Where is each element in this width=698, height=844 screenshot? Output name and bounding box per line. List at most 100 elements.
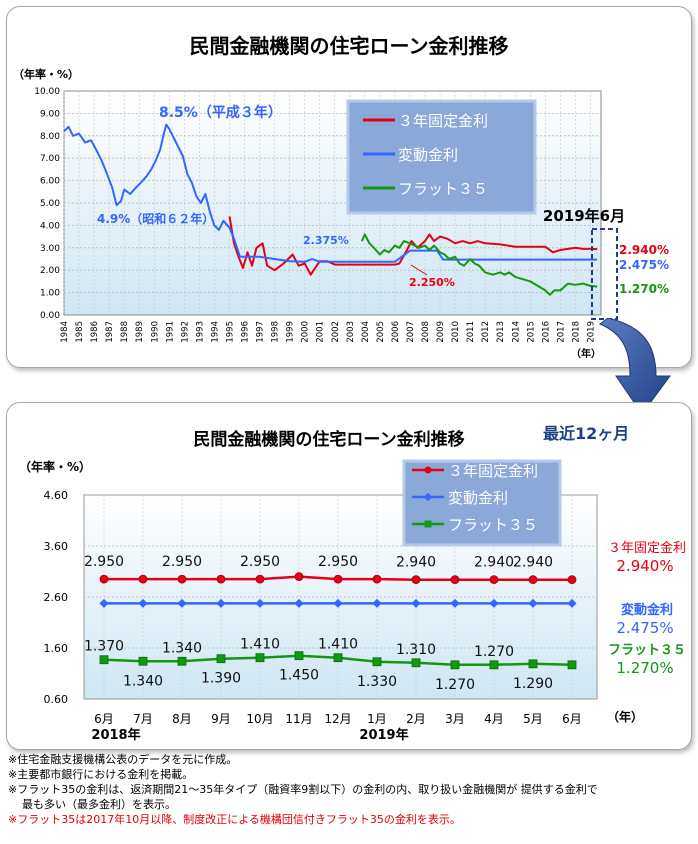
x-tick-label: 2014 <box>511 321 521 343</box>
legend-entry: 変動金利 <box>448 489 508 507</box>
data-label: 1.340 <box>162 640 202 656</box>
data-point-fixed3 <box>490 576 498 584</box>
data-label: 2.950 <box>162 554 202 570</box>
legend-marker <box>425 467 432 474</box>
x-tick-label: 2011 <box>466 321 476 343</box>
recent-chart-panel: 民間金融機関の住宅ローン金利推移 最近12ヶ月 （年率・%） 0.60 1.60 2.60… <box>6 402 692 750</box>
notes: ※住宅金融支援機構公表のデータを元に作成。 ※主要都市銀行における金利を掲載。 … <box>8 752 692 827</box>
data-point-fixed3 <box>256 575 264 583</box>
x-tick-label: 1986 <box>90 321 100 343</box>
note-source: ※住宅金融支援機構公表のデータを元に作成。 <box>8 752 692 767</box>
data-label: 1.390 <box>201 671 241 687</box>
x-tick-label: 1999 <box>286 321 296 343</box>
x-tick-label: 1996 <box>241 321 251 343</box>
y-tick-label: 1.60 <box>44 642 69 655</box>
data-point-fixed3 <box>373 575 381 583</box>
y-tick-label: 4.00 <box>40 221 60 231</box>
x-tick-label: 1993 <box>195 321 205 343</box>
x-tick-label: 2008 <box>421 321 431 343</box>
x-tick-label: 1991 <box>165 321 175 343</box>
x-tick-label: 2016 <box>541 321 551 343</box>
year-label: 2018年 <box>91 727 140 743</box>
long-term-chart-panel: 民間金融機関の住宅ローン金利推移 （年率・%） 0.00 1.00 2.00 3.00 4.… <box>6 6 692 368</box>
x-tick-label: 9月 <box>211 712 231 726</box>
x-tick-label: 2018 <box>571 321 581 343</box>
x-tick-label: 10月 <box>246 712 273 726</box>
data-label: 1.410 <box>318 637 358 653</box>
x-tick-label: 2012 <box>481 321 491 343</box>
y-tick-label: 3.60 <box>44 540 69 553</box>
x-tick-label: 2004 <box>361 321 371 343</box>
annotation-fixed: 2.250% <box>409 276 455 289</box>
y-tick-label: 5.00 <box>40 199 60 209</box>
x-tick-label: 1990 <box>150 321 160 343</box>
data-point-flat35 <box>334 654 342 662</box>
chart-title: 民間金融機関の住宅ローン金利推移 <box>193 429 464 450</box>
note-flat35: ※フラット35の金利は、返済期間21～35年タイプ（融資率9割以下）の金利の内、… <box>8 782 692 797</box>
data-point-fixed3 <box>529 576 537 584</box>
x-tick-label: 2013 <box>496 321 506 343</box>
x-tick-label: 2010 <box>451 321 461 343</box>
data-point-flat35 <box>412 659 420 667</box>
x-tick-label: 1987 <box>105 321 115 343</box>
y-tick-label: 0.00 <box>40 311 60 321</box>
legend-entry: 変動金利 <box>398 146 458 164</box>
data-point-flat35 <box>100 656 108 664</box>
year-label: 2019年 <box>359 727 408 743</box>
x-tick-label: 2009 <box>436 321 446 343</box>
x-axis-label: （年） <box>607 709 643 724</box>
y-tick-label: 1.00 <box>40 289 60 299</box>
data-point-fixed3 <box>295 573 303 581</box>
x-tick-label: 1988 <box>120 321 130 343</box>
data-label: 1.410 <box>240 637 280 653</box>
x-tick-label: 2月 <box>406 712 426 726</box>
x-tick-label: 6月 <box>94 712 114 726</box>
data-point-fixed3 <box>412 576 420 584</box>
chart-title: 民間金融機関の住宅ローン金利推移 <box>190 34 509 58</box>
end-label-value: 2.475% <box>616 619 673 637</box>
y-tick-label: 10.00 <box>34 87 60 97</box>
note-flat35-revision: ※フラット35は2017年10月以降、制度改正による機構団信付きフラット35の金… <box>8 812 692 827</box>
x-tick-label: 2007 <box>406 321 416 343</box>
x-tick-label: 4月 <box>484 712 504 726</box>
note-banks: ※主要都市銀行における金利を掲載。 <box>8 767 692 782</box>
end-label: 2.475% <box>619 258 669 272</box>
data-point-fixed3 <box>100 575 108 583</box>
y-tick-label: 7.00 <box>40 154 60 164</box>
data-label: 2.950 <box>84 554 124 570</box>
chart-subtitle: 最近12ヶ月 <box>543 424 629 443</box>
y-tick-label: 9.00 <box>40 109 60 119</box>
x-tick-label: 2006 <box>391 321 401 343</box>
data-point-flat35 <box>568 661 576 669</box>
data-label: 1.450 <box>279 668 319 684</box>
data-label: 1.310 <box>396 642 436 658</box>
y-tick-label: 6.00 <box>40 177 60 187</box>
x-tick-label: 11月 <box>285 712 312 726</box>
y-axis-label: （年率・%） <box>19 459 91 474</box>
data-point-fixed3 <box>139 575 147 583</box>
x-tick-label: 1992 <box>180 321 190 343</box>
x-tick-label: 7月 <box>133 712 153 726</box>
data-point-fixed3 <box>568 576 576 584</box>
x-tick-label: 1984 <box>60 321 70 343</box>
data-point-flat35 <box>217 655 225 663</box>
annotation-low: 4.9%（昭和６２年） <box>97 211 214 226</box>
y-tick-label: 2.00 <box>40 266 60 276</box>
end-label-name: 変動金利 <box>621 602 673 618</box>
chart-legend: ３年固定金利変動金利フラット３５ <box>348 101 535 213</box>
x-tick-label: 8月 <box>172 712 192 726</box>
y-tick-label: 4.60 <box>44 489 69 502</box>
data-point-fixed3 <box>178 575 186 583</box>
x-tick-label: 3月 <box>445 712 465 726</box>
data-label: 1.340 <box>123 673 163 689</box>
data-point-flat35 <box>529 660 537 668</box>
data-label: 1.270 <box>435 677 475 693</box>
end-label-name: ３年固定金利 <box>608 540 686 556</box>
annotation-current-month: 2019年6月 <box>543 207 625 225</box>
x-tick-label: 1994 <box>210 321 220 343</box>
x-tick-label: 2000 <box>301 321 311 343</box>
x-tick-label: 2015 <box>526 321 536 343</box>
x-tick-label: 6月 <box>562 712 582 726</box>
end-label: 2.940% <box>619 243 669 257</box>
